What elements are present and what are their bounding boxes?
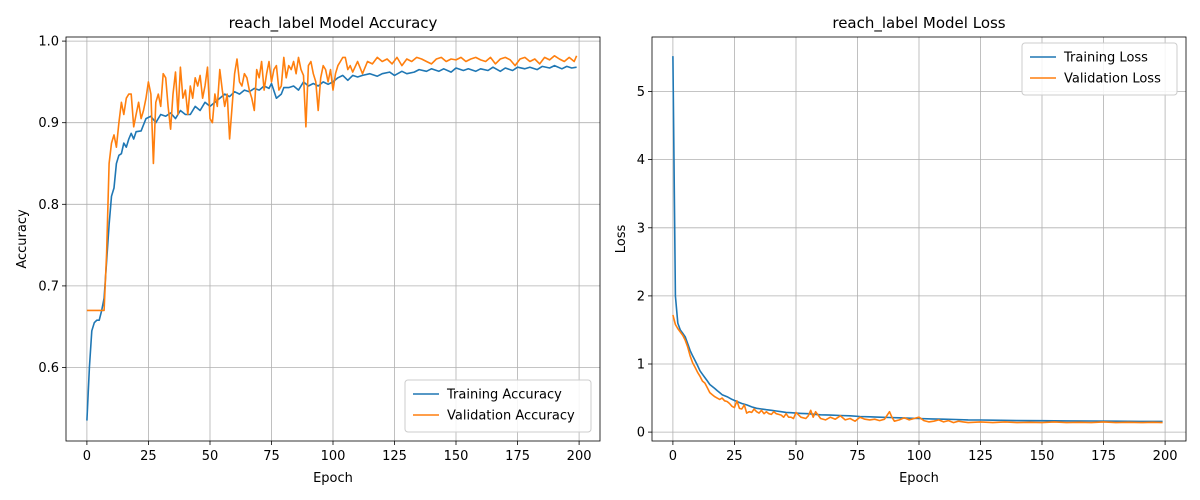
chart-title: reach_label Model Accuracy: [229, 14, 438, 33]
x-tick-label: 75: [849, 449, 866, 464]
legend-box: [404, 379, 592, 433]
x-tick-label: 50: [788, 449, 805, 464]
y-tick-label: 2: [637, 289, 645, 304]
training-accuracy-line: [86, 64, 577, 421]
ticks: 0 25 50 75 100 125 150 175 200 0.6 0.7 0.8 0.9 1.0: [38, 35, 591, 464]
x-tick-label: 0: [669, 449, 677, 464]
y-tick-label: 0.9: [38, 116, 59, 131]
x-axis-label: Epoch: [313, 471, 353, 486]
x-tick-label: 0: [83, 449, 91, 464]
y-tick-label: 0.8: [38, 198, 59, 213]
x-tick-label: 125: [382, 449, 407, 464]
x-tick-label: 175: [505, 449, 530, 464]
legend-box: [1021, 42, 1178, 96]
y-axis-label: Loss: [614, 225, 629, 254]
x-tick-label: 50: [202, 449, 219, 464]
ticks: 0 25 50 75 100 125 150 175 200 0 1 2 3 4 5: [637, 85, 1178, 464]
x-tick-label: 150: [1030, 449, 1055, 464]
x-tick-label: 100: [321, 449, 346, 464]
x-tick-label: 100: [907, 449, 932, 464]
x-tick-label: 25: [140, 449, 157, 464]
x-tick-label: 175: [1091, 449, 1116, 464]
loss-chart: reach_label Model Loss 0 25 50 75 100 125 150 1…: [614, 14, 1187, 486]
x-axis-label: Epoch: [899, 471, 939, 486]
y-tick-label: 5: [637, 85, 645, 100]
legend-label: Validation Loss: [1064, 72, 1161, 87]
y-axis-label: Accuracy: [15, 209, 30, 269]
x-tick-label: 25: [726, 449, 743, 464]
validation-accuracy-line: [86, 55, 578, 312]
y-tick-label: 3: [637, 221, 645, 236]
y-tick-label: 0: [637, 426, 645, 441]
plot-area: [86, 55, 578, 421]
x-tick-label: 125: [968, 449, 993, 464]
plot-area: [672, 56, 1163, 424]
accuracy-chart: reach_label Model Accuracy 0 25 50 75 100 125…: [15, 14, 601, 486]
x-tick-label: 150: [444, 449, 469, 464]
y-tick-label: 1: [637, 358, 645, 373]
x-tick-label: 75: [263, 449, 280, 464]
validation-loss-line: [672, 314, 1163, 424]
y-tick-label: 4: [637, 153, 645, 168]
legend: Training Loss Validation Loss: [1021, 42, 1178, 96]
y-tick-label: 0.6: [38, 361, 59, 376]
y-tick-label: 1.0: [38, 35, 59, 50]
legend: Training Accuracy Validation Accuracy: [404, 379, 592, 433]
legend-label: Training Loss: [1063, 51, 1148, 66]
training-loss-line: [672, 56, 1163, 423]
legend-label: Training Accuracy: [446, 388, 562, 403]
chart-title: reach_label Model Loss: [832, 14, 1005, 33]
x-tick-label: 200: [567, 449, 592, 464]
y-tick-label: 0.7: [38, 279, 59, 294]
legend-label: Validation Accuracy: [447, 409, 575, 424]
grid: [652, 37, 1186, 441]
grid: [66, 37, 600, 441]
x-tick-label: 200: [1153, 449, 1178, 464]
